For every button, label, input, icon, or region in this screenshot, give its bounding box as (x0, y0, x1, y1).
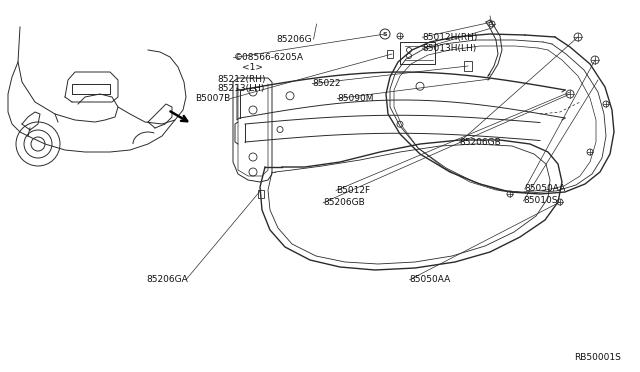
Text: 85206GA: 85206GA (146, 275, 188, 284)
Text: 85010S: 85010S (524, 196, 558, 205)
Text: 85022: 85022 (312, 79, 341, 88)
Text: 85050AA: 85050AA (525, 185, 566, 193)
Text: 85050AA: 85050AA (410, 275, 451, 284)
Text: S: S (383, 32, 387, 36)
Text: 85012H(RH): 85012H(RH) (422, 33, 478, 42)
Bar (258, 190, 264, 198)
Text: 85090M: 85090M (337, 94, 374, 103)
Text: 85206GB: 85206GB (323, 198, 365, 207)
Bar (464, 61, 472, 71)
Text: B5012F: B5012F (336, 186, 370, 195)
Bar (387, 50, 393, 58)
Text: <1>: <1> (242, 63, 263, 72)
Text: 85013H(LH): 85013H(LH) (422, 44, 477, 53)
Text: 85206GB: 85206GB (460, 138, 501, 147)
Text: ©08566-6205A: ©08566-6205A (234, 53, 303, 62)
Text: B5007B: B5007B (195, 94, 230, 103)
Text: 85206G: 85206G (276, 35, 312, 44)
Text: 85213(LH): 85213(LH) (218, 84, 265, 93)
Text: RB50001S: RB50001S (574, 353, 621, 362)
Text: 85212(RH): 85212(RH) (218, 76, 266, 84)
